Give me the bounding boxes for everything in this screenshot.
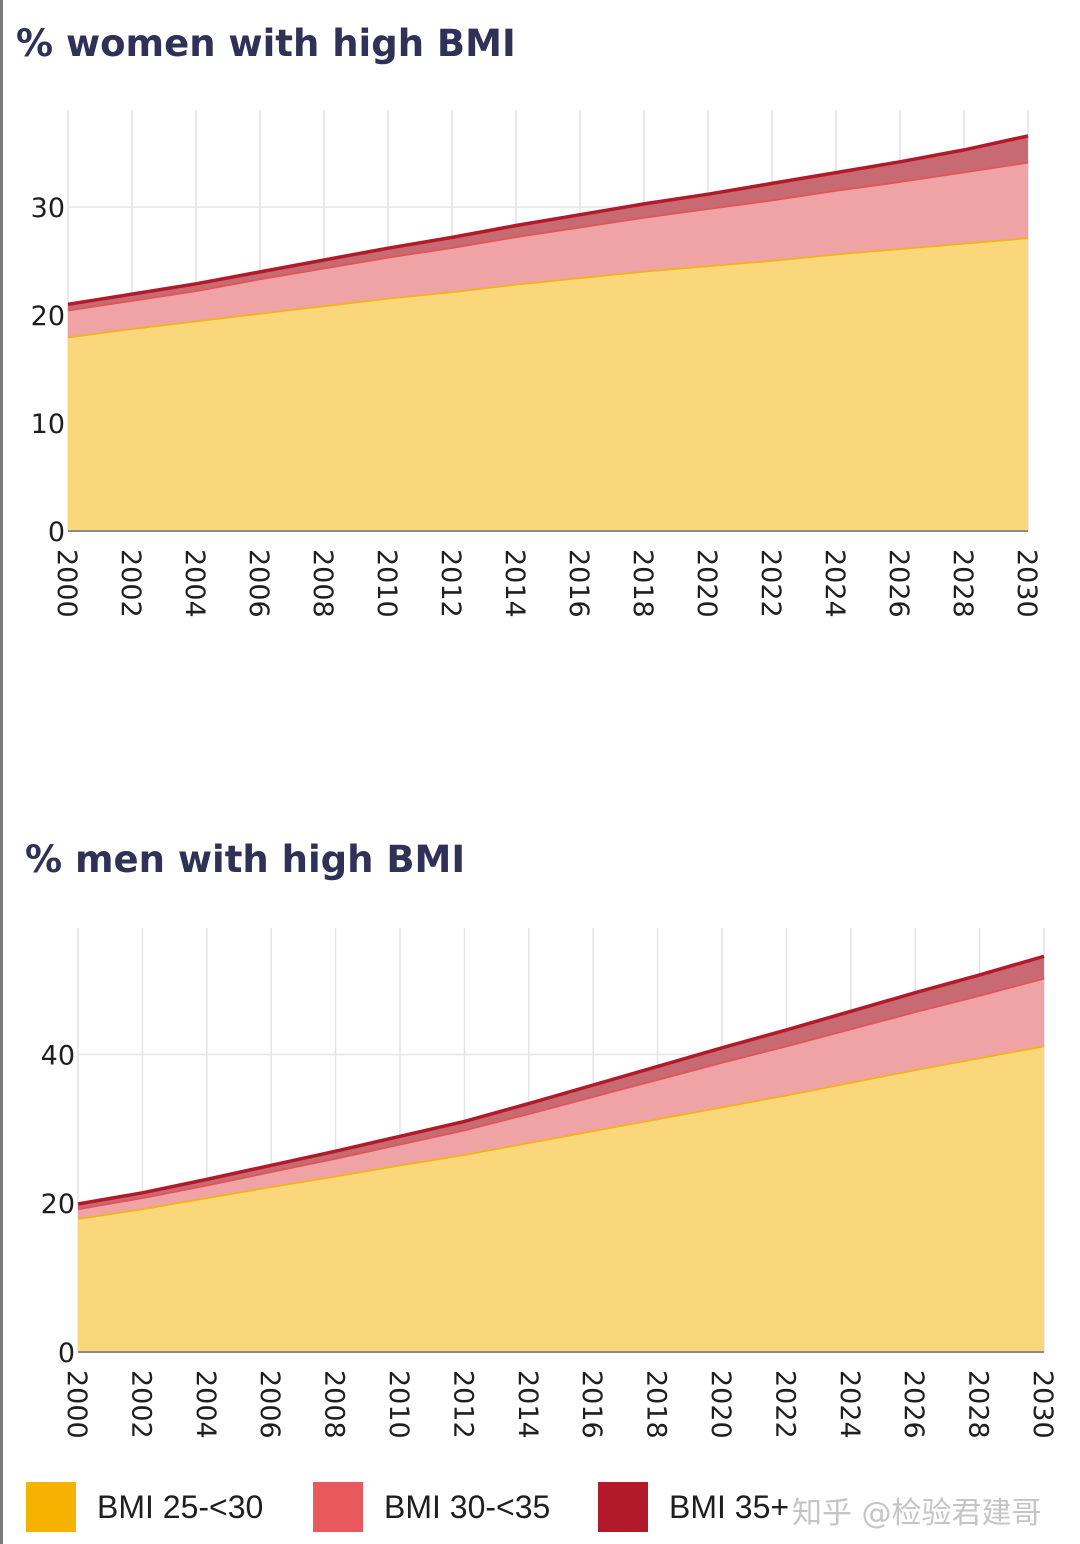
- x-tick-label: 2026: [898, 1370, 929, 1439]
- legend-label-bmi-25-30: BMI 25-<30: [97, 1489, 263, 1526]
- legend-swatch-bmi-30-35: [313, 1482, 363, 1532]
- x-tick-label: 2024: [834, 1370, 865, 1439]
- x-tick-label: 2012: [447, 1370, 478, 1439]
- x-tick-label: 2006: [254, 1370, 285, 1439]
- area-bmi-25-30: [78, 1046, 1044, 1353]
- x-tick-label: 2004: [190, 1370, 221, 1439]
- x-tick-label: 2014: [512, 1370, 543, 1439]
- legend-label-bmi-35-plus: BMI 35+: [669, 1489, 789, 1526]
- x-tick-label: 2022: [769, 1370, 800, 1439]
- x-tick-label: 2028: [963, 1370, 994, 1439]
- x-tick-label: 2002: [125, 1370, 156, 1439]
- x-tick-label: 2000: [61, 1370, 92, 1439]
- y-tick-label: 20: [41, 1189, 75, 1220]
- legend-swatch-bmi-35-plus: [598, 1482, 648, 1532]
- x-tick-label: 2030: [1027, 1370, 1058, 1439]
- x-tick-label: 2018: [641, 1370, 672, 1439]
- x-tick-label: 2010: [383, 1370, 414, 1439]
- men-bmi-chart: 0 20 40 2000 2002 2004 2006 2008 2010 2012 2014 201…: [0, 0, 1080, 1460]
- legend-label-bmi-30-35: BMI 30-<35: [384, 1489, 550, 1526]
- y-tick-label: 0: [58, 1338, 75, 1369]
- legend-swatch-bmi-25-30: [26, 1482, 76, 1532]
- y-tick-label: 40: [41, 1040, 75, 1071]
- watermark-text: 知乎 @检验君建哥: [792, 1488, 1042, 1532]
- x-tick-label: 2008: [319, 1370, 350, 1439]
- x-tick-label: 2016: [576, 1370, 607, 1439]
- x-tick-label: 2020: [705, 1370, 736, 1439]
